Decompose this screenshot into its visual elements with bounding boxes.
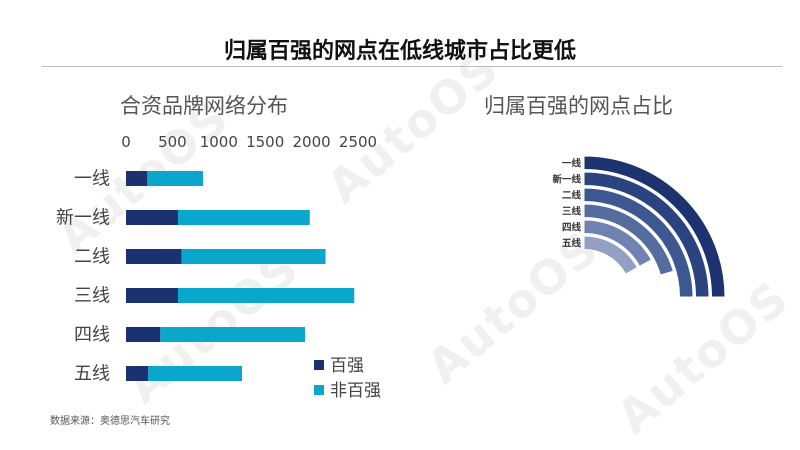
radial-bar (583, 203, 674, 276)
radial-bar (583, 155, 726, 298)
radial-category-label: 四线 (562, 222, 582, 234)
bar-segment-top100 (126, 171, 148, 186)
y-category-label: 四线 (74, 325, 110, 346)
y-category-label: 二线 (74, 247, 110, 268)
legend-swatch (314, 385, 324, 395)
x-tick-label: 2000 (293, 133, 331, 151)
radial-category-label: 二线 (562, 190, 582, 202)
radial-category-label: 三线 (562, 206, 582, 218)
bar-segment-non-top100 (148, 366, 242, 381)
legend-swatch (314, 360, 324, 370)
radial-category-label: 一线 (562, 158, 582, 170)
radial-category-label: 新一线 (552, 174, 581, 186)
bar-segment-top100 (126, 210, 178, 225)
source-note: 数据来源：奥德思汽车研究 (50, 416, 170, 427)
page-title: 归属百强的网点在低线城市占比更低 (223, 39, 576, 64)
bar-segment-non-top100 (177, 210, 310, 225)
bar-segment-top100 (126, 327, 161, 342)
radial-bar (583, 219, 653, 267)
radial-bar (583, 171, 710, 298)
bar-segment-non-top100 (160, 327, 306, 342)
bar-segment-non-top100 (181, 249, 326, 264)
radial-bar (583, 235, 639, 275)
radial-category-label: 五线 (562, 238, 582, 250)
bar-segment-top100 (126, 366, 149, 381)
x-tick-label: 500 (158, 133, 187, 151)
x-tick-label: 1500 (246, 133, 284, 151)
radial-bar (583, 187, 694, 298)
legend-label: 非百强 (330, 381, 381, 401)
radial-chart-title: 归属百强的网点占比 (484, 94, 673, 118)
x-tick-label: 2500 (339, 133, 377, 151)
bar-segment-top100 (126, 249, 182, 264)
bar-chart-title: 合资品牌网络分布 (120, 94, 288, 118)
bar-segment-top100 (126, 288, 178, 303)
x-tick-label: 1000 (200, 133, 238, 151)
y-category-label: 新一线 (56, 208, 110, 229)
legend-label: 百强 (330, 356, 364, 376)
y-category-label: 五线 (74, 364, 110, 385)
x-tick-label: 0 (121, 133, 131, 151)
bar-segment-non-top100 (147, 171, 204, 186)
bar-segment-non-top100 (177, 288, 355, 303)
y-category-label: 一线 (74, 169, 110, 190)
title-divider (42, 66, 782, 67)
y-category-label: 三线 (74, 286, 110, 307)
